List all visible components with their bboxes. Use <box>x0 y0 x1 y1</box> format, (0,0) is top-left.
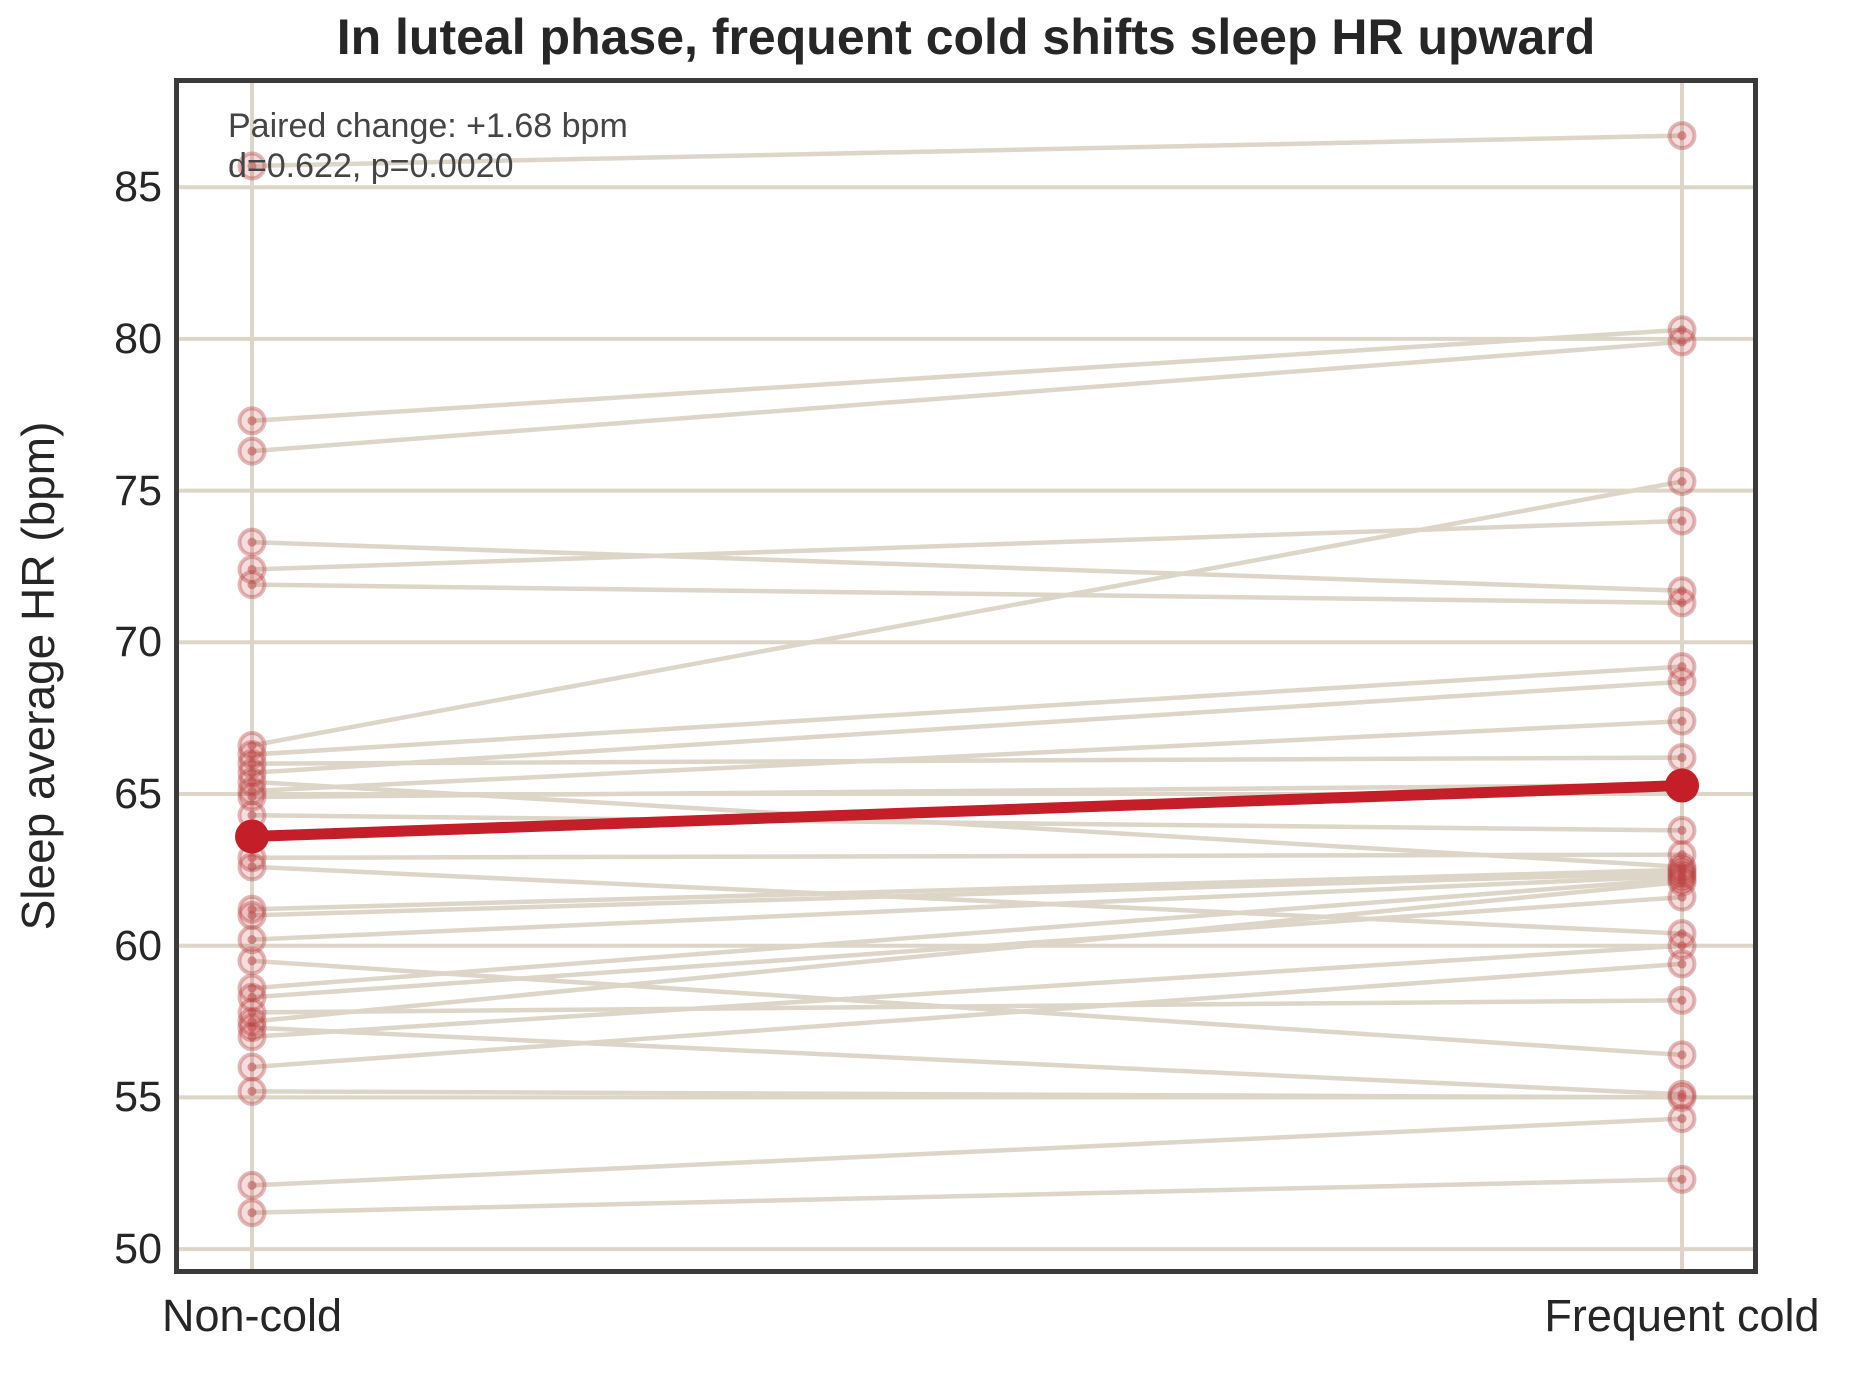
y-tick-label: 55 <box>114 1073 162 1122</box>
data-point-center <box>1677 1092 1687 1102</box>
annotation-effect-size: d=0.622, p=0.0020 <box>228 147 514 185</box>
pair-line <box>251 518 1683 572</box>
data-point-center <box>1677 892 1687 902</box>
data-point-center <box>1677 1174 1687 1184</box>
data-point-center <box>247 768 257 778</box>
pair-line <box>251 1025 1683 1097</box>
plot-area <box>174 78 1758 1274</box>
data-point-center <box>247 1180 257 1190</box>
data-point-center <box>247 740 257 750</box>
x-tick-non-cold: Non-cold <box>161 1290 343 1341</box>
pair-line <box>251 1116 1683 1188</box>
data-point-center <box>1677 753 1687 763</box>
data-point-center <box>1677 716 1687 726</box>
pair-line <box>251 133 1683 169</box>
data-point-center <box>247 1007 257 1017</box>
pair-line <box>251 339 1683 454</box>
data-point-center <box>1677 850 1687 860</box>
pair-line <box>251 867 1683 912</box>
pair-line <box>251 582 1683 606</box>
pair-line <box>251 812 1683 833</box>
pair-line <box>251 876 1683 991</box>
data-point-center <box>1677 131 1687 141</box>
data-point-center <box>1677 825 1687 835</box>
data-point-center <box>1677 325 1687 335</box>
data-point-center <box>247 750 257 760</box>
data-point-center <box>1677 677 1687 687</box>
data-point-center <box>247 910 257 920</box>
data-point-center <box>1677 337 1687 347</box>
y-tick-label: 65 <box>114 770 162 818</box>
data-point-center <box>1677 995 1687 1005</box>
data-point-center <box>247 853 257 863</box>
pair-line <box>251 879 1683 1024</box>
pair-line <box>251 664 1683 757</box>
pair-line <box>251 873 1683 942</box>
annotation-paired-change: Paired change: +1.68 bpm <box>228 107 628 145</box>
mean-dot-non-cold <box>235 819 269 854</box>
pair-line <box>251 479 1683 748</box>
data-point-center <box>247 956 257 966</box>
data-point-center <box>247 810 257 820</box>
data-point-center <box>247 416 257 426</box>
pair-line <box>251 870 1683 918</box>
pair-line <box>251 718 1683 794</box>
data-point-center <box>1677 941 1687 951</box>
data-point-center <box>247 1208 257 1218</box>
y-tick-label: 70 <box>114 618 162 667</box>
pair-line <box>251 961 1683 1070</box>
pair-line <box>251 943 1683 1039</box>
y-tick-label: 50 <box>114 1225 162 1274</box>
data-point-center <box>1677 516 1687 526</box>
paired-lines-plot <box>179 83 1753 1269</box>
y-tick-label: 75 <box>114 466 162 515</box>
data-point-center <box>1677 959 1687 969</box>
data-point-center <box>247 935 257 945</box>
data-point-center <box>247 537 257 547</box>
data-point-center <box>1677 1114 1687 1124</box>
data-point-center <box>247 161 257 171</box>
x-tick-frequent-cold: Frequent cold <box>1544 1290 1820 1341</box>
data-point-center <box>247 777 257 787</box>
data-point-center <box>1677 598 1687 608</box>
data-point-center <box>1677 1050 1687 1060</box>
mean-dot-frequent-cold <box>1665 768 1699 803</box>
data-point-center <box>247 1023 257 1033</box>
data-point-center <box>1677 586 1687 596</box>
data-point-center <box>1677 929 1687 939</box>
data-point-center <box>247 1032 257 1042</box>
data-point-center <box>247 580 257 590</box>
data-point-center <box>247 759 257 769</box>
pair-line <box>251 755 1683 766</box>
data-point-center <box>247 792 257 802</box>
pair-line <box>251 327 1683 424</box>
data-point-center <box>247 862 257 872</box>
y-tick-label: 85 <box>114 163 162 212</box>
pair-line <box>251 864 1683 936</box>
data-point-center <box>247 983 257 993</box>
y-tick-label: 60 <box>114 921 162 970</box>
data-point-center <box>247 992 257 1002</box>
data-point-center <box>247 1062 257 1072</box>
chart-title: In luteal phase, frequent cold shifts sl… <box>336 9 1596 65</box>
mean-line <box>251 780 1683 842</box>
stats-annotation: Paired change: +1.68 bpm d=0.622, p=0.00… <box>228 106 628 186</box>
data-point-center <box>247 446 257 456</box>
pair-line <box>251 894 1683 1000</box>
pair-line <box>251 1089 1683 1100</box>
pair-line <box>251 679 1683 776</box>
data-point-center <box>1677 476 1687 486</box>
pair-line <box>251 782 1683 800</box>
pair-line <box>251 1177 1683 1215</box>
data-point-center <box>1677 877 1687 887</box>
y-tick-label: 80 <box>114 314 162 363</box>
data-point-center <box>1677 662 1687 672</box>
data-point-center <box>247 564 257 574</box>
data-point-center <box>247 1086 257 1096</box>
pair-line <box>251 998 1683 1015</box>
pair-line <box>251 539 1683 593</box>
pair-line <box>251 852 1683 860</box>
